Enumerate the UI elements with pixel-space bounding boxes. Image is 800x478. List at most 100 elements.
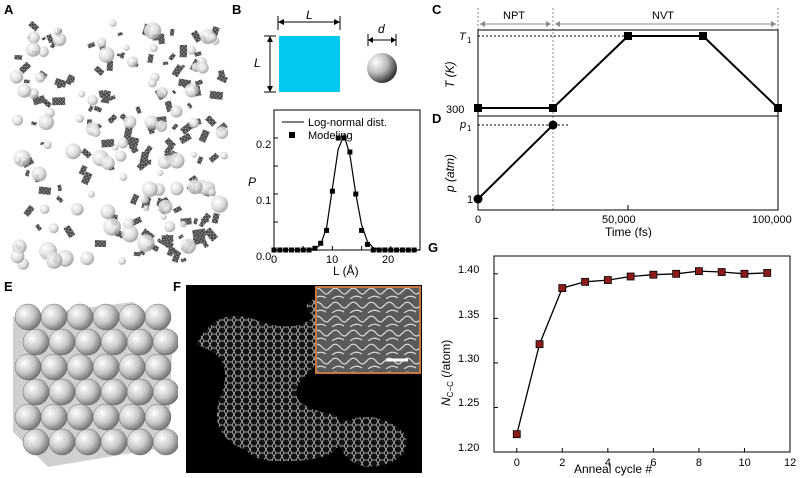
template-sphere [115,150,127,162]
template-sphere [144,303,172,331]
panel-a-spheres [10,19,229,270]
graphene-flake [63,225,76,239]
graphene-flake-square [279,36,340,92]
graphene-flake [117,31,123,37]
graphene-flake [198,129,210,143]
template-sphere [74,378,102,406]
graphene-flake [163,144,174,156]
panel-letter-g: G [428,240,439,255]
modeling-point [294,247,300,253]
graphene-flake [14,54,23,60]
template-sphere [78,90,86,98]
template-sphere [137,234,155,252]
graphene-flake [116,53,122,58]
graphene-flake [211,212,220,224]
panel-e-annealed-structure [13,302,178,467]
plot-g-ylabel-unit: (/atom) [439,340,453,381]
graphene-flake [171,89,177,95]
graphene-flake [98,89,105,99]
graphene-flake [178,234,184,240]
modeling-point [370,247,376,253]
template-sphere [12,114,24,126]
graphene-flake [80,171,93,186]
template-sphere [119,173,128,181]
plot-b-xtick-0: 0 [271,254,277,266]
template-sphere [75,114,84,123]
plot-g-xtick-label: 6 [650,457,656,469]
modeling-point [335,135,341,141]
modeling-point [289,247,295,253]
pressure-point [548,120,558,130]
template-sphere [103,218,121,236]
modeling-point [306,247,312,253]
legend-marker-label: Modeling [308,130,353,142]
template-sphere [98,46,115,63]
coordination-curve [516,270,768,435]
coordination-point [672,269,681,278]
coordination-point [626,272,635,281]
plot-g-ytick-0: 1.20 [458,442,479,454]
graphene-flake [101,139,115,148]
template-sphere [143,205,150,212]
template-sphere [22,378,50,406]
template-sphere [38,46,49,58]
template-sphere [101,156,115,170]
template-sphere [142,181,158,198]
graphene-flake [41,36,47,41]
template-sphere [220,151,228,160]
template-sphere [40,353,68,381]
coordination-point [581,277,589,286]
modeling-point [405,247,411,253]
template-sphere [66,353,94,381]
graphene-flake [100,100,105,103]
template-sphere [70,202,84,216]
template-sphere [96,37,107,48]
template-sphere [14,403,42,431]
plot-g-marks [512,267,772,439]
graphene-flake [119,52,126,59]
template-sphere [188,117,200,129]
plot-g-xlabel: Anneal cycle # [574,462,652,476]
template-sphere [74,328,102,356]
square-side-label: L [254,56,261,70]
graphene-flake [106,60,114,72]
plot-g-ytick-2: 1.30 [458,353,479,365]
template-sphere [184,83,199,98]
graphene-flake [57,184,62,192]
modeling-point [364,241,370,247]
graphene-flake [208,152,220,163]
panel-b-distribution-plot: 0.0 0.1 0.2 0 10 20 P L (Å) Log-normal d… [248,109,421,278]
template-sphere [144,403,172,431]
template-sphere [15,157,22,164]
modeling-point [394,247,400,253]
plot-d-marks [473,120,779,210]
panel-b-geometry: L L d [254,10,397,93]
modeling-point [359,227,365,233]
panel-letter-f: F [173,279,181,294]
template-sphere [45,252,63,269]
graphene-flake [204,227,219,242]
graphene-flake [129,193,140,206]
template-sphere [65,143,82,160]
plot-c-marks [474,32,782,112]
coordination-point [717,268,726,276]
graphene-flake [135,106,142,115]
plot-b-xlabel: L (Å) [333,263,359,278]
template-sphere [92,403,120,431]
graphene-flake [162,61,169,66]
template-sphere [22,428,50,456]
plot-c-ytick-t1-sub: 1 [467,36,472,45]
plot-g-frame [493,255,791,453]
plot-b-marks [271,133,420,253]
coordination-point [603,276,612,284]
graphene-flake [193,218,198,225]
template-sphere [147,78,157,88]
graphene-flake [133,251,141,257]
template-sphere [118,256,127,265]
region-nvt-label: NVT [652,10,674,22]
template-sphere [25,42,41,57]
graphene-flake [94,240,107,248]
panel-a-initial-structure [10,19,229,270]
coordination-point [763,269,772,277]
plot-d-frame [477,115,779,211]
